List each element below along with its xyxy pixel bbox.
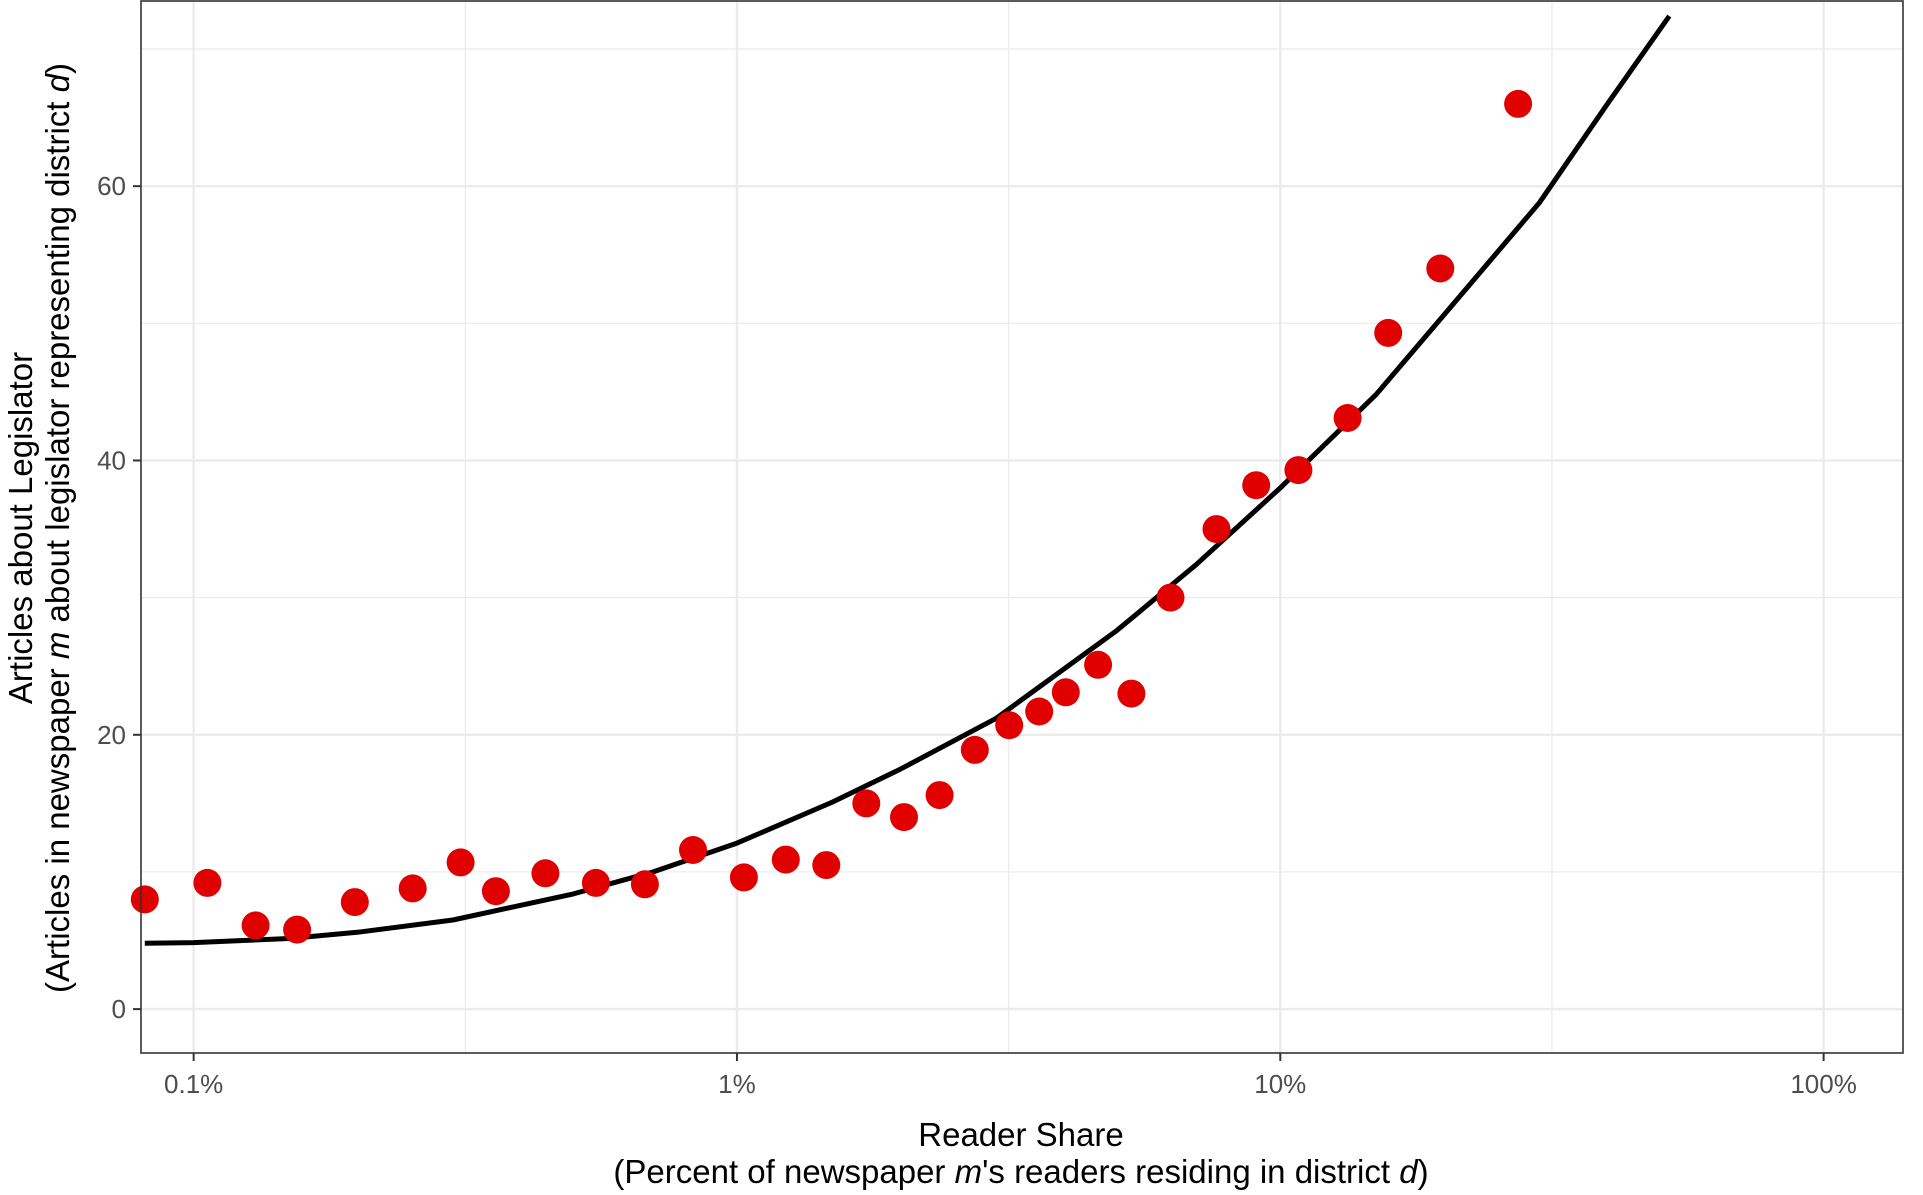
y-axis-title-m: m <box>39 632 76 660</box>
data-point <box>630 870 659 899</box>
x-axis-title-text-b: 's readers residing in district <box>982 1153 1399 1190</box>
x-axis-title-m: m <box>955 1153 983 1190</box>
y-tick-labels: 0 20 40 60 <box>97 171 126 1024</box>
fit-line-group <box>144 14 1672 946</box>
data-point <box>283 915 312 944</box>
y-axis-title-d: d <box>39 72 76 92</box>
data-point <box>446 848 475 877</box>
data-point <box>1051 678 1080 707</box>
x-tick-label: 10% <box>1254 1069 1306 1099</box>
y-tick-label: 40 <box>97 445 126 475</box>
gridlines <box>141 1 1903 1053</box>
data-point <box>1117 679 1146 708</box>
data-point <box>1333 404 1362 432</box>
data-point <box>995 711 1024 740</box>
data-point <box>398 874 427 903</box>
data-point <box>852 789 881 818</box>
data-point <box>1374 318 1403 347</box>
y-axis-title-text-a: (Articles in newspaper <box>39 659 76 993</box>
y-axis-title-text-b: about legislator representing district <box>39 92 76 631</box>
y-tick-label: 60 <box>97 171 126 201</box>
data-point <box>890 803 918 832</box>
data-point <box>481 877 510 906</box>
data-point <box>1426 254 1455 283</box>
data-point <box>729 863 758 892</box>
data-point <box>925 781 954 810</box>
x-tick-label: 0.1% <box>164 1069 223 1099</box>
y-axis-title-text-c: ) <box>39 63 76 74</box>
data-point <box>960 735 989 764</box>
data-point <box>812 851 841 880</box>
data-point <box>340 888 369 917</box>
fit-line <box>144 14 1672 946</box>
x-axis-title-d: d <box>1399 1153 1419 1190</box>
x-tick-label: 100% <box>1790 1069 1857 1099</box>
y-tick-label: 0 <box>112 994 126 1024</box>
x-axis-title-text-c: ) <box>1418 1153 1429 1190</box>
y-axis-title-line2: (Articles in newspaper m about legislato… <box>39 63 76 993</box>
data-point <box>1025 697 1054 726</box>
axis-ticks <box>133 185 1825 1061</box>
x-tick-label: 1% <box>718 1069 756 1099</box>
y-axis-title-line1: Articles about Legislator <box>2 352 39 704</box>
data-point <box>531 859 560 888</box>
y-tick-label: 20 <box>97 720 126 750</box>
data-point <box>1284 456 1313 485</box>
data-point <box>1156 583 1185 612</box>
x-axis-title-line2: (Percent of newspaper m's readers residi… <box>613 1153 1428 1190</box>
data-point <box>1242 471 1271 500</box>
x-axis-title-line1: Reader Share <box>918 1116 1123 1153</box>
data-point <box>679 836 707 864</box>
data-point <box>193 868 222 897</box>
data-point <box>130 885 159 914</box>
data-point <box>1202 515 1231 544</box>
data-point <box>1504 89 1533 118</box>
data-point <box>771 845 800 874</box>
data-point <box>1084 650 1113 679</box>
x-tick-labels: 0.1% 1% 10% 100% <box>164 1069 1857 1099</box>
panel-border <box>140 0 1904 1054</box>
points-group <box>130 89 1533 944</box>
x-axis-title-text-a: (Percent of newspaper <box>613 1153 954 1190</box>
y-axis-title: Articles about Legislator (Articles in n… <box>2 63 76 993</box>
data-point <box>241 911 270 940</box>
data-point <box>581 868 610 897</box>
